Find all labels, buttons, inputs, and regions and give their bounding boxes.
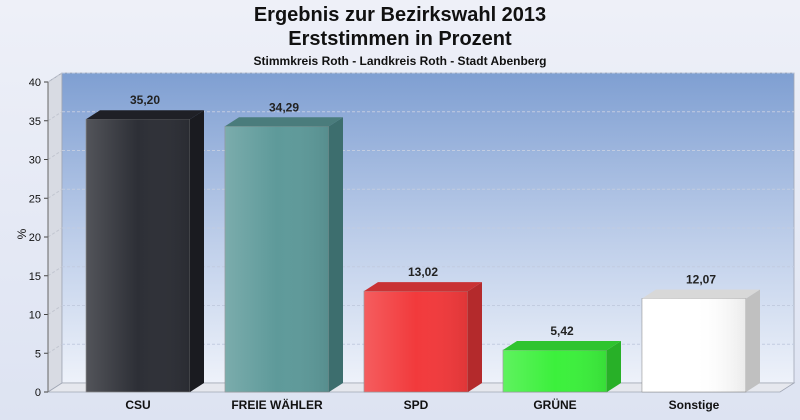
y-tick-label: 10	[29, 310, 41, 322]
x-tick-label: GRÜNE	[533, 397, 576, 412]
gridline-wall	[47, 227, 63, 238]
bar-top	[225, 117, 343, 127]
gridline-wall	[47, 343, 63, 354]
chart-title: Ergebnis zur Bezirkswahl 2013	[253, 4, 547, 26]
bar-sheen	[364, 291, 468, 392]
bar-sheen	[642, 298, 746, 392]
y-tick-label: 15	[29, 271, 41, 283]
bar-side	[607, 340, 621, 392]
y-tick-label: 20	[29, 232, 41, 244]
bar-top	[364, 282, 482, 292]
y-tick-label: 0	[35, 387, 41, 399]
bar-top	[642, 289, 760, 299]
gridline-wall	[47, 111, 63, 122]
x-tick-label: FREIE WÄHLER	[231, 397, 323, 412]
data-label: 5,42	[550, 324, 574, 338]
gridline-wall	[47, 72, 63, 83]
x-tick-label: SPD	[404, 398, 429, 412]
y-axis-label: %	[15, 228, 29, 239]
bar-top	[503, 340, 621, 350]
chart-caption: Stimmkreis Roth - Landkreis Roth - Stadt…	[253, 54, 547, 68]
data-label: 34,29	[269, 100, 299, 114]
bar-side	[190, 110, 204, 392]
bar-sheen	[86, 119, 190, 392]
y-tick-label: 25	[29, 193, 41, 205]
y-tick-label: 5	[35, 348, 41, 360]
gridline-wall	[47, 188, 63, 199]
x-tick-label: CSU	[125, 398, 150, 412]
y-tick-label: 35	[29, 116, 41, 128]
bar	[363, 282, 482, 393]
bar-top	[86, 110, 204, 120]
bar	[224, 117, 343, 393]
bar	[641, 289, 760, 393]
bar-sheen	[225, 126, 329, 392]
gridline-wall	[47, 266, 63, 277]
bar-side	[746, 289, 760, 392]
chart-subtitle: Erststimmen in Prozent	[288, 28, 512, 50]
bar-side	[468, 282, 482, 392]
y-tick-label: 30	[29, 155, 41, 167]
y-tick-label: 40	[29, 77, 41, 89]
bar	[85, 110, 204, 393]
data-label: 12,07	[686, 272, 716, 286]
gridline-wall	[47, 305, 63, 315]
plot-left-wall	[47, 72, 63, 393]
bar-sheen	[503, 349, 607, 392]
gridline-wall	[47, 150, 63, 160]
bar-side	[329, 117, 343, 392]
x-tick-label: Sonstige	[669, 398, 720, 412]
bar	[502, 340, 621, 393]
data-label: 35,20	[130, 93, 160, 107]
data-label: 13,02	[408, 265, 438, 279]
